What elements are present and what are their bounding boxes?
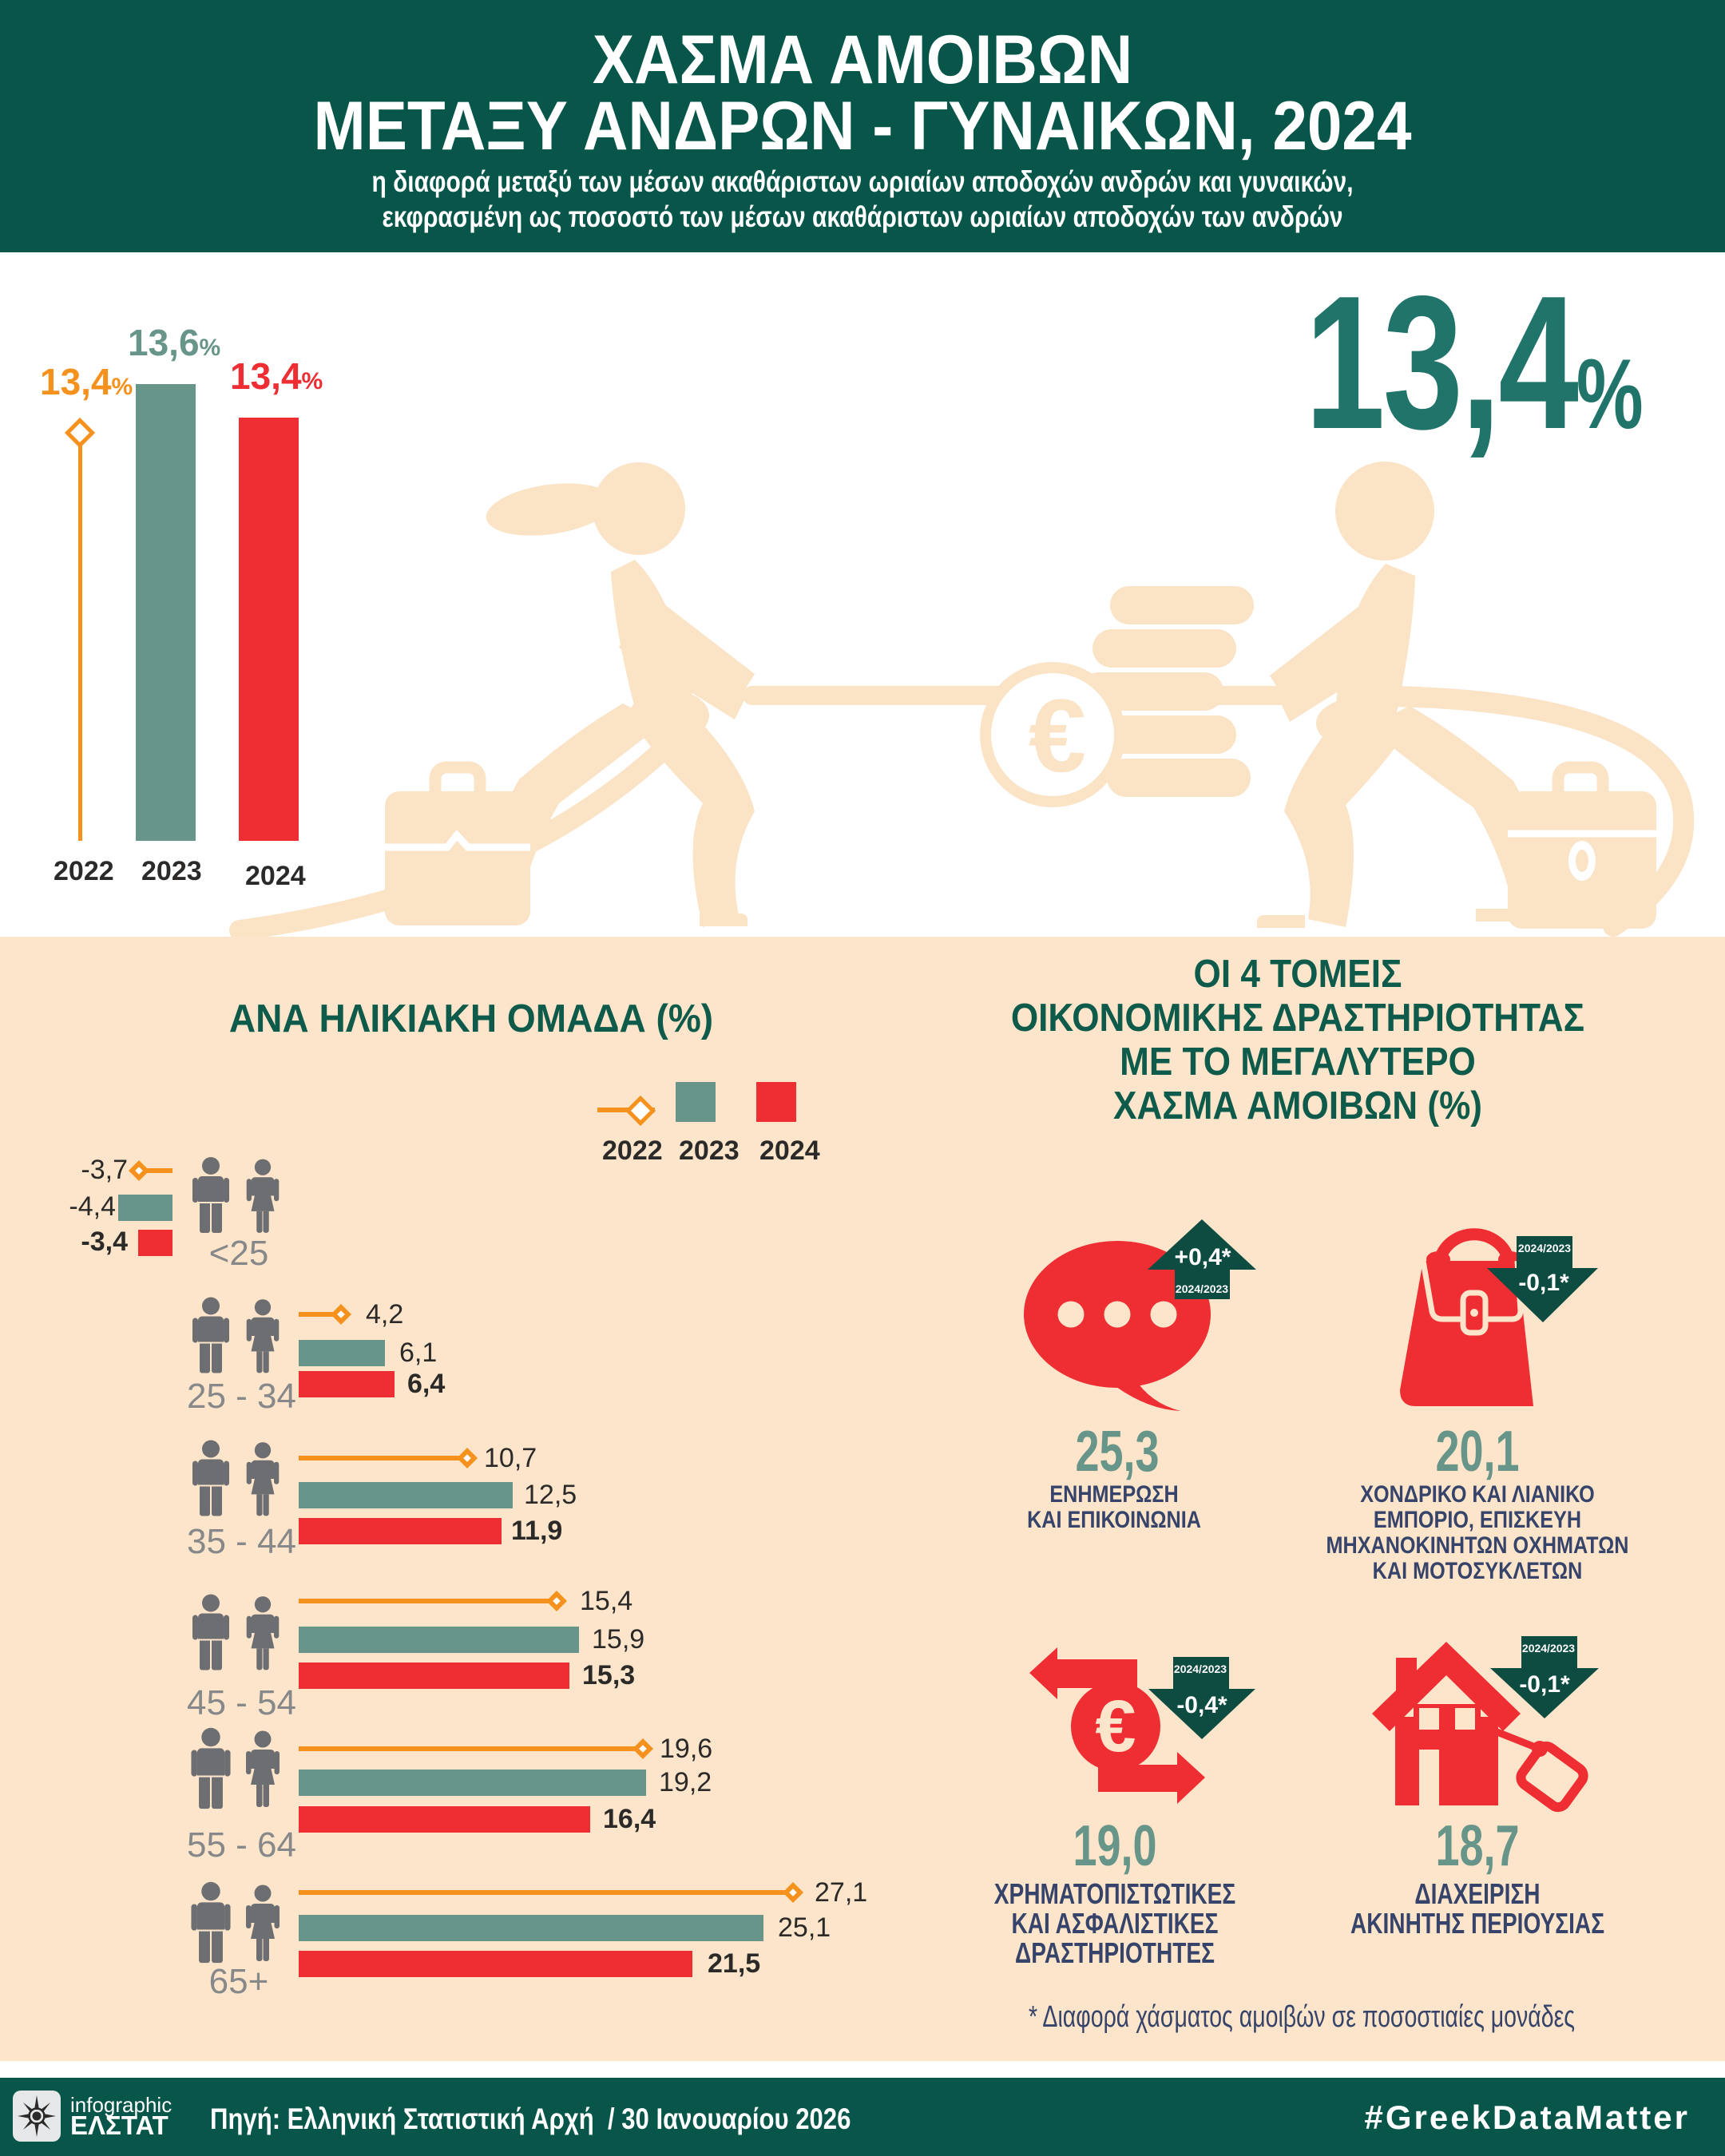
svg-text:+0,4*: +0,4*: [1175, 1244, 1231, 1270]
svg-text:2024/2023: 2024/2023: [1176, 1282, 1228, 1295]
svg-text:2024/2023: 2024/2023: [1522, 1642, 1575, 1655]
svg-text:-0,1*: -0,1*: [1518, 1270, 1569, 1296]
svg-text:2024/2023: 2024/2023: [1174, 1663, 1227, 1675]
svg-text:-0,1*: -0,1*: [1519, 1671, 1570, 1698]
svg-text:€: €: [1029, 677, 1086, 794]
svg-text:€: €: [1095, 1686, 1136, 1767]
svg-text:2024/2023: 2024/2023: [1518, 1242, 1571, 1254]
svg-text:-0,4*: -0,4*: [1176, 1692, 1227, 1718]
